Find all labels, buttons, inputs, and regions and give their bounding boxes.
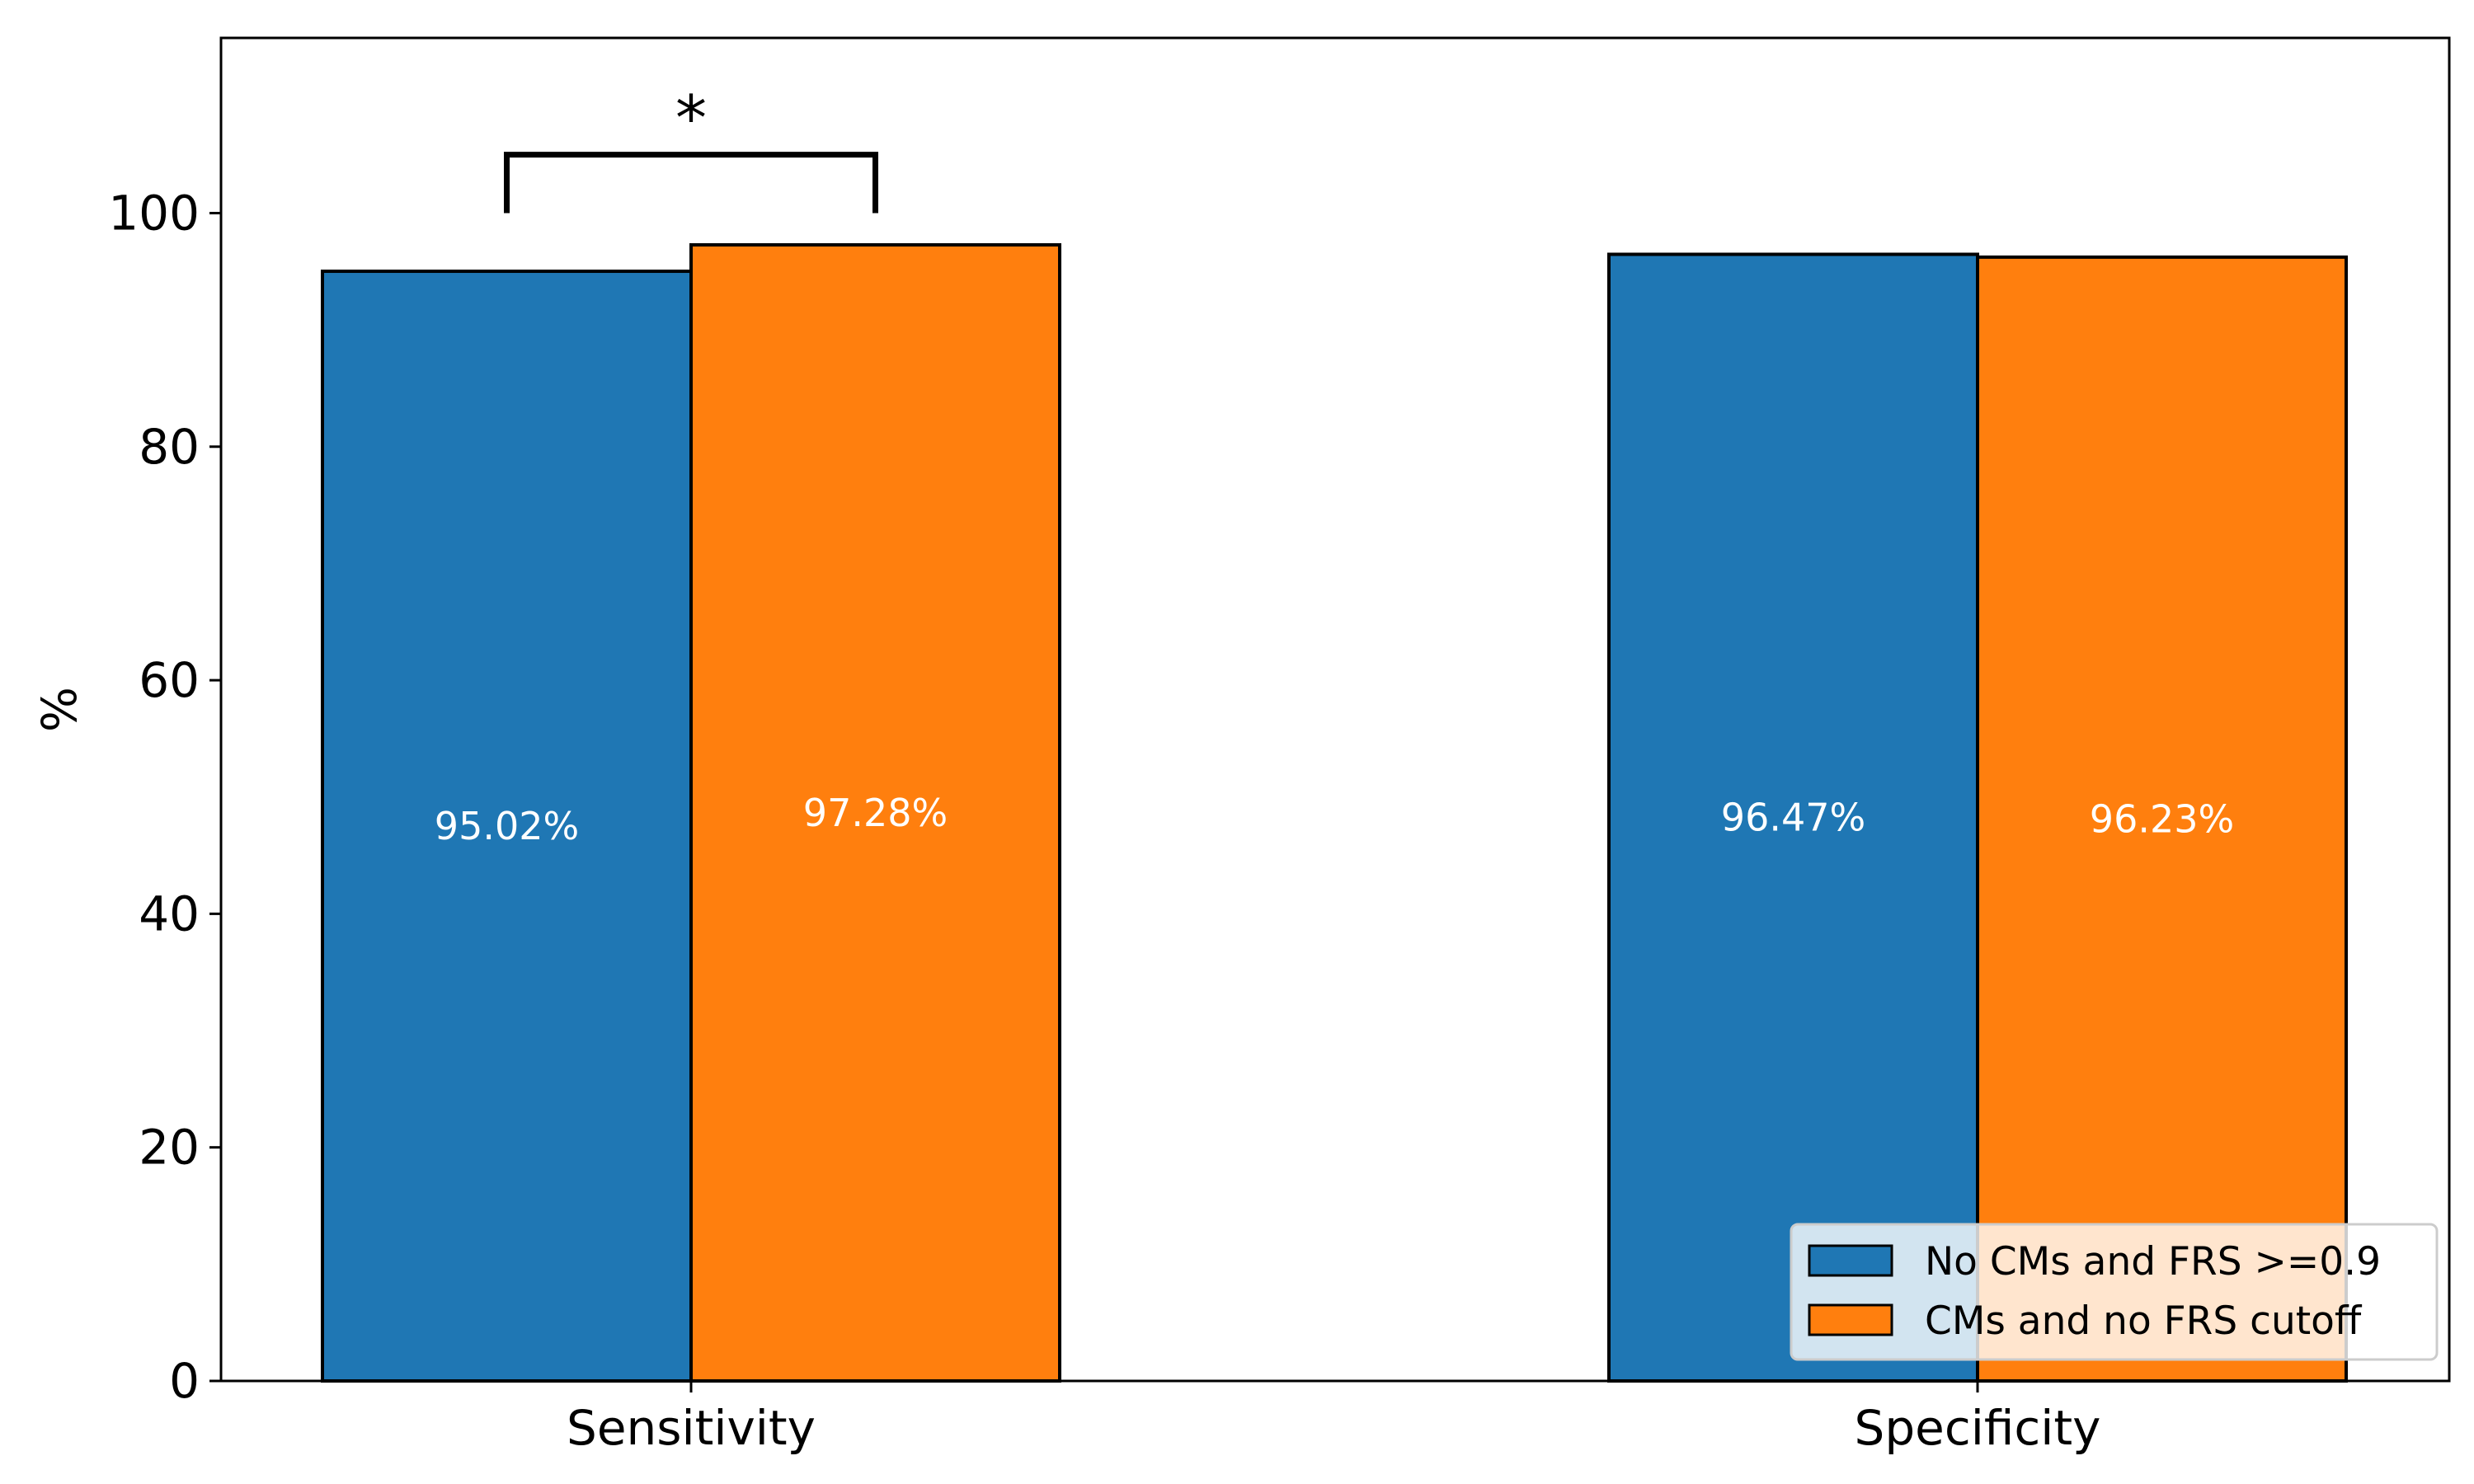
bar-value-label: 95.02% <box>435 804 579 848</box>
x-tick-label-sensitivity: Sensitivity <box>567 1400 816 1456</box>
legend-box <box>1790 1223 2439 1361</box>
bar-value-label: 96.47% <box>1721 796 1865 840</box>
legend: No CMs and FRS >=0.9 CMs and no FRS cutof… <box>1790 1223 2439 1361</box>
y-tick-label: 0 <box>169 1353 200 1409</box>
bars-layer <box>321 243 2348 1383</box>
x-tick-label-specificity: Specificity <box>1855 1400 2101 1456</box>
y-tick-label: 40 <box>139 885 200 942</box>
plot-frame <box>219 36 2451 1383</box>
legend-label: CMs and no FRS cutoff <box>1925 1298 2363 1344</box>
bar-no-cms-specificity <box>1607 252 1979 1383</box>
legend-swatch <box>1808 1244 1893 1277</box>
y-axis-label: % <box>31 687 87 732</box>
bar-cms-sensitivity <box>689 243 1061 1383</box>
annotation-layer: * <box>504 82 878 214</box>
significance-star: * <box>675 82 707 155</box>
y-tick-label: 100 <box>108 185 200 241</box>
significance-bracket <box>504 152 878 214</box>
bar-cms-specificity <box>1976 255 2348 1383</box>
bar-value-label: 96.23% <box>2090 796 2234 841</box>
axes-layer: 0 20 40 60 80 100 Sensitivity Specificity% <box>31 36 2451 1456</box>
y-tick-label: 20 <box>139 1120 200 1176</box>
legend-label: No CMs and FRS >=0.9 <box>1925 1239 2381 1284</box>
bar-no-cms-sensitivity <box>321 270 693 1383</box>
y-tick-label: 80 <box>139 419 200 475</box>
bar-value-label: 97.28% <box>803 791 948 835</box>
bar-labels-layer: 95.02% 96.47% 97.28% 96.23% <box>435 791 2234 848</box>
legend-swatch <box>1808 1303 1893 1336</box>
y-tick-label: 60 <box>139 652 200 708</box>
